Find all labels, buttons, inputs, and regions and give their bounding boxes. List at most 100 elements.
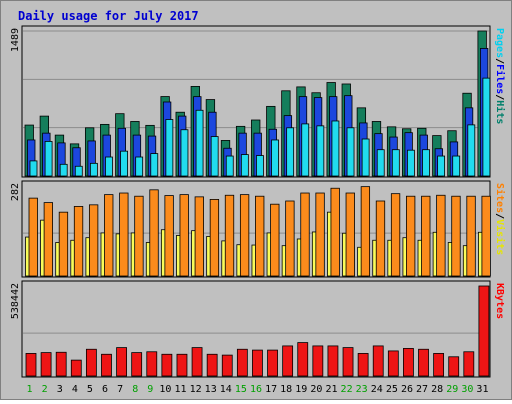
day-label: 30 (461, 384, 473, 395)
legend-label: Sites (494, 183, 506, 213)
bar-pages (210, 136, 219, 177)
panel-legend-hits: Pages/Files/Hits (494, 28, 506, 124)
day-label: 22 (341, 384, 353, 395)
legend-label: Files (494, 64, 506, 94)
bar-pages (407, 149, 415, 177)
bar-kbytes (357, 353, 369, 377)
bar-kbytes (206, 353, 218, 377)
panel-legend-visits: Sites/Visits (494, 183, 506, 255)
day-label: 3 (57, 384, 63, 395)
bar-kbytes (478, 285, 490, 377)
bar-pages (361, 138, 370, 177)
bar-kbytes (448, 356, 460, 377)
day-label: 11 (174, 384, 186, 395)
bar-pages (150, 153, 159, 177)
legend-label: Hits (494, 100, 506, 124)
bar-kbytes (116, 347, 127, 377)
day-label: 6 (102, 384, 108, 395)
bar-sites (104, 194, 114, 277)
y-max-label-hits: 1489 (10, 28, 21, 52)
bars-visits (25, 186, 491, 277)
panel-visits: 282 Sites/Visits (10, 180, 506, 278)
day-label: 10 (159, 384, 171, 395)
bar-sites (164, 195, 174, 277)
legend-label: Pages (494, 28, 505, 58)
panel-kbytes: 538442 KBytes (10, 280, 505, 378)
bar-sites (285, 200, 295, 277)
day-label: 19 (295, 384, 307, 395)
day-label: 16 (250, 384, 262, 395)
bar-sites (330, 187, 340, 277)
day-label: 27 (416, 384, 428, 395)
bar-sites (73, 206, 84, 277)
bar-kbytes (221, 354, 233, 377)
day-label: 17 (265, 384, 277, 395)
bar-sites (315, 192, 325, 277)
legend-label: / (494, 94, 505, 100)
panel-hits: 1489 Pages/Files/Hits (10, 25, 506, 178)
bar-sites (270, 203, 280, 277)
bar-sites (436, 194, 446, 277)
bar-kbytes (101, 353, 112, 377)
bar-sites (209, 199, 220, 277)
bar-sites (466, 195, 476, 277)
bar-pages (135, 156, 144, 177)
day-labels: 1 2 3 4 5 6 7 8 9 10 11 12 13 14 15 16 17 18 19 20 21 22 23 24 2… (27, 384, 489, 395)
bar-kbytes (70, 359, 82, 377)
bar-pages (225, 155, 234, 177)
bar-pages (44, 141, 53, 177)
bar-kbytes (191, 347, 203, 377)
bar-sites (406, 195, 416, 277)
legend-label: / (494, 213, 505, 219)
bar-sites (345, 192, 355, 277)
bar-kbytes (236, 348, 248, 377)
bar-pages (120, 150, 128, 177)
day-label: 31 (476, 384, 488, 395)
bar-sites (451, 195, 461, 277)
bar-kbytes (342, 347, 354, 377)
bar-sites (134, 195, 144, 277)
day-label: 13 (205, 384, 217, 395)
bar-kbytes (433, 353, 445, 377)
bar-sites (300, 192, 310, 277)
bar-kbytes (312, 345, 324, 377)
bar-kbytes (55, 351, 67, 377)
day-label: 20 (310, 384, 322, 395)
bar-pages (240, 154, 249, 177)
day-label: 26 (401, 384, 413, 395)
bar-kbytes (40, 352, 52, 377)
bar-kbytes (25, 353, 37, 377)
bar-kbytes (131, 352, 143, 377)
bar-pages (286, 127, 295, 177)
bar-pages (467, 124, 476, 177)
bar-pages (376, 149, 385, 177)
bar-pages (301, 123, 310, 177)
bar-sites (239, 194, 250, 277)
bar-kbytes (403, 348, 414, 377)
day-label: 9 (147, 384, 153, 395)
day-label: 8 (132, 384, 138, 395)
day-label: 25 (386, 384, 398, 395)
day-label: 4 (72, 384, 78, 395)
bar-kbytes (327, 345, 339, 377)
bar-pages (195, 109, 204, 177)
bar-pages (422, 149, 430, 177)
bars-hits (24, 30, 491, 177)
bar-pages (437, 155, 446, 177)
day-label: 18 (280, 384, 292, 395)
bar-pages (452, 155, 461, 177)
bar-kbytes (176, 353, 188, 377)
bar-sites (481, 195, 491, 277)
bar-kbytes (372, 345, 384, 377)
day-label: 23 (356, 384, 368, 395)
bar-sites (149, 189, 159, 277)
y-max-label-kbytes: 538442 (10, 283, 21, 319)
day-label: 14 (220, 384, 232, 395)
legend-label: KBytes (494, 283, 505, 319)
bar-pages (105, 156, 113, 177)
bar-pages (331, 120, 340, 177)
bar-pages (256, 155, 264, 177)
chart-title: Daily usage for July 2017 (18, 9, 199, 23)
